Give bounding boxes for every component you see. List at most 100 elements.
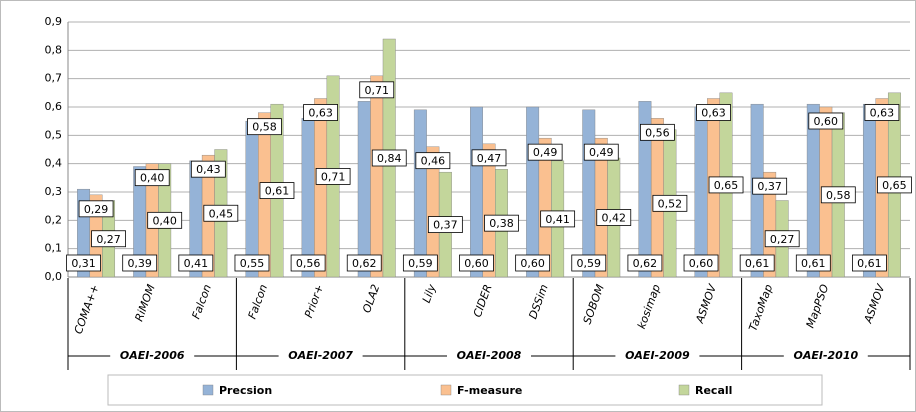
y-tick-label: 0,7	[45, 72, 63, 85]
label-box	[820, 186, 856, 204]
data-label: 0,47	[477, 152, 502, 165]
data-label: 0,46	[421, 155, 446, 168]
data-label: 0,27	[770, 233, 795, 246]
label-box	[371, 149, 407, 167]
data-label: 0,37	[433, 219, 458, 232]
data-label: 0,62	[633, 257, 658, 270]
data-label: 0,60	[689, 257, 714, 270]
data-label: 0,71	[321, 170, 346, 183]
label-box	[66, 254, 101, 272]
label-box	[708, 176, 744, 194]
legend-swatch	[678, 384, 690, 396]
data-label: 0,55	[240, 257, 265, 270]
group-label: OAEI-2007	[288, 349, 353, 362]
data-label: 0,49	[533, 146, 558, 159]
label-box	[259, 182, 295, 199]
data-label: 0,61	[801, 257, 826, 270]
data-label: 0,60	[464, 257, 489, 270]
y-tick-label: 0,4	[45, 157, 63, 170]
label-box	[415, 152, 451, 170]
label-box	[484, 214, 519, 232]
data-label: 0,43	[196, 163, 221, 176]
label-box	[247, 118, 282, 136]
data-label: 0,41	[545, 213, 570, 226]
y-tick-label: 0,0	[45, 270, 63, 283]
data-label: 0,41	[184, 257, 209, 270]
bar	[245, 120, 259, 278]
label-box	[459, 254, 494, 272]
label-box	[808, 112, 844, 130]
data-label: 0,63	[870, 107, 895, 120]
label-box	[764, 230, 800, 248]
group-label: OAEI-2008	[457, 349, 522, 362]
data-label: 0,61	[265, 185, 290, 198]
group-label: OAEI-2006	[120, 349, 185, 362]
y-tick-label: 0,6	[45, 100, 63, 113]
label-box	[795, 254, 831, 272]
data-label: 0,62	[352, 257, 377, 270]
label-box	[91, 230, 126, 248]
label-box	[78, 200, 114, 218]
data-label: 0,38	[489, 217, 514, 230]
y-tick-label: 0,1	[45, 242, 63, 255]
y-tick-label: 0,9	[45, 15, 63, 28]
data-label: 0,84	[377, 152, 402, 165]
label-box	[290, 254, 326, 272]
legend-label: F-measure	[457, 384, 522, 397]
data-label: 0,27	[96, 233, 121, 246]
y-tick-label: 0,2	[45, 213, 63, 226]
label-box	[190, 160, 226, 178]
group-label: OAEI-2009	[625, 349, 690, 362]
label-box	[427, 216, 463, 233]
label-box	[346, 254, 382, 272]
data-label: 0,52	[658, 197, 683, 210]
bar	[301, 118, 315, 278]
label-box	[178, 254, 214, 272]
y-tick-label: 0,8	[45, 43, 63, 56]
label-box	[596, 209, 632, 226]
data-label: 0,65	[714, 179, 739, 192]
label-box	[527, 143, 563, 161]
legend-swatch	[202, 384, 214, 396]
legend-swatch	[440, 384, 452, 396]
label-box	[627, 254, 663, 272]
data-label: 0,49	[589, 146, 614, 159]
data-label: 0,39	[127, 257, 152, 270]
data-label: 0,63	[308, 107, 333, 120]
data-label: 0,45	[209, 207, 234, 220]
label-box	[696, 104, 731, 121]
data-label: 0,58	[252, 121, 277, 134]
x-tick-label: Lily	[420, 282, 439, 305]
group-label: OAEI-2010	[793, 349, 858, 362]
data-label: 0,56	[645, 126, 670, 139]
label-box	[583, 143, 619, 161]
label-box	[739, 254, 775, 272]
label-box	[471, 149, 507, 167]
label-box	[852, 254, 887, 272]
bar	[370, 75, 384, 278]
label-box	[640, 123, 675, 141]
bar	[357, 101, 371, 278]
label-box	[652, 194, 688, 212]
label-box	[359, 81, 395, 99]
data-label: 0,56	[296, 257, 321, 270]
bar	[314, 98, 328, 278]
label-box	[303, 104, 339, 121]
data-label: 0,29	[84, 203, 109, 216]
data-label: 0,71	[364, 84, 389, 97]
legend-label: Precsion	[219, 384, 272, 397]
data-label: 0,63	[701, 107, 726, 120]
data-label: 0,40	[140, 172, 165, 185]
label-box	[203, 204, 239, 222]
legend-label: Recall	[695, 384, 732, 397]
bar	[470, 106, 483, 278]
data-label: 0,60	[520, 257, 545, 270]
label-box	[515, 254, 551, 272]
data-label: 0,37	[757, 180, 782, 193]
label-box	[540, 210, 576, 228]
bar	[413, 109, 427, 278]
label-box	[683, 254, 719, 272]
label-box	[147, 211, 183, 229]
